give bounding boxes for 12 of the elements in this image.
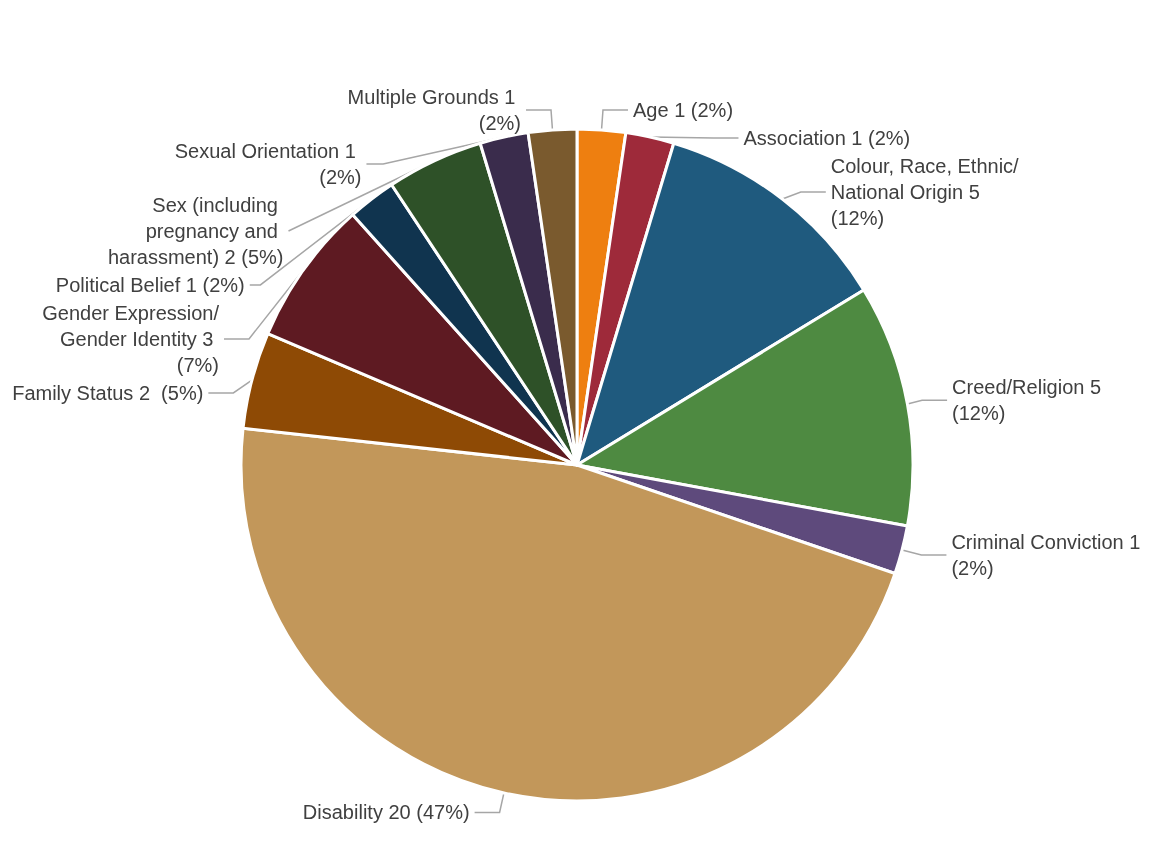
slice-label: Sexual Orientation 1 (2%) xyxy=(174,139,362,188)
slice-label: Sex (including pregnancy and harassment) 2 (5%) xyxy=(107,193,284,268)
slice-label: Criminal Conviction 1 (2%) xyxy=(951,531,1146,580)
slice-label: Multiple Grounds 1 (2%) xyxy=(347,85,522,134)
slice-label: Association 1 (2%) xyxy=(743,126,911,149)
slice-label: Creed/Religion 5 (12%) xyxy=(952,376,1107,425)
slice-label: Colour, Race, Ethnic/National Origin 5 (12%) xyxy=(830,154,1020,229)
slice-label: Age 1 (2%) xyxy=(632,98,734,121)
slice-label: Gender Expression/Gender Identity 3 (7%) xyxy=(42,301,220,376)
slice-label: Political Belief 1 (2%) xyxy=(55,273,245,296)
slice-label: Disability 20 (47%) xyxy=(302,801,470,824)
slice-label: Family Status 2 (5%) xyxy=(12,381,204,404)
